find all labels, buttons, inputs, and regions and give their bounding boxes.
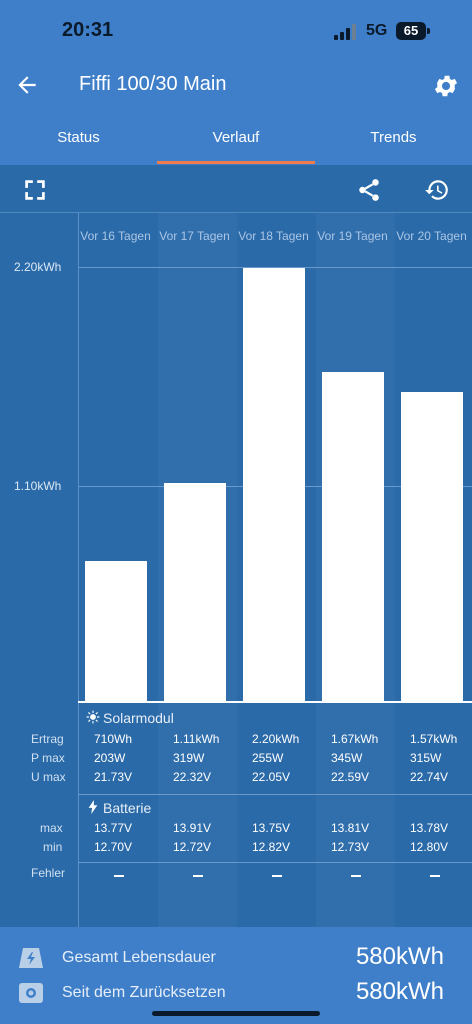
fehler-cell — [272, 875, 282, 877]
sun-icon — [86, 710, 100, 724]
row-label-min: min — [43, 840, 63, 854]
gridline — [78, 267, 472, 268]
chart-bar[interactable] — [322, 372, 384, 701]
tab-verlauf[interactable]: Verlauf — [157, 118, 315, 165]
x-tick-label: Vor 19 Tagen — [317, 229, 388, 243]
tab-trends[interactable]: Trends — [315, 118, 472, 165]
fehler-cell — [351, 875, 361, 877]
status-bar: 20:31 5G 65 — [0, 0, 472, 60]
x-tick-label: Vor 16 Tagen — [80, 229, 151, 243]
tab-status[interactable]: Status — [0, 118, 157, 165]
y-axis — [78, 213, 79, 927]
battery-max-cell: 13.78V — [410, 821, 449, 835]
share-icon[interactable] — [356, 177, 382, 203]
battery-icon: 65 — [396, 22, 430, 40]
umax-cell: 22.32V — [173, 770, 212, 784]
row-label-pmax: P max — [31, 751, 65, 765]
battery-min-cell: 12.70V — [94, 840, 133, 854]
ertrag-cell: 1.57kWh — [410, 732, 458, 746]
chart-bar[interactable] — [243, 268, 305, 701]
battery-max-cell: 13.75V — [252, 821, 291, 835]
chart-bar[interactable] — [85, 561, 147, 701]
signal-icon — [334, 24, 360, 40]
umax-cell: 21.73V — [94, 770, 133, 784]
row-label-umax: U max — [31, 770, 66, 784]
chart-bar[interactable] — [401, 392, 463, 701]
battery-min-cell: 12.72V — [173, 840, 212, 854]
battery-min-cell: 12.82V — [252, 840, 291, 854]
pmax-cell: 319W — [173, 751, 205, 765]
history-chart: Vor 16 Tagen Vor 17 Tagen Vor 18 Tagen V… — [0, 213, 472, 927]
tab-bar: Status Verlauf Trends — [0, 118, 472, 165]
section-divider — [78, 862, 472, 863]
chart-bar[interactable] — [164, 483, 226, 701]
app-header: 20:31 5G 65 Fiffi 100/30 Main Status Ver… — [0, 0, 472, 165]
home-indicator[interactable] — [152, 1011, 320, 1016]
gear-icon[interactable] — [432, 72, 460, 100]
battery-section-title: Batterie — [103, 800, 152, 816]
reset-counter-icon — [19, 983, 43, 1003]
fehler-cell — [114, 875, 124, 877]
row-label-fehler: Fehler — [31, 866, 66, 880]
ertrag-cell: 2.20kWh — [252, 732, 300, 746]
lifetime-label: Gesamt Lebensdauer — [62, 949, 216, 966]
row-label-max: max — [40, 821, 63, 835]
battery-min-cell: 12.73V — [331, 840, 370, 854]
battery-max-cell: 13.91V — [173, 821, 212, 835]
pmax-cell: 315W — [410, 751, 442, 765]
battery-level: 65 — [403, 23, 419, 38]
umax-cell: 22.05V — [252, 770, 291, 784]
status-time: 20:31 — [62, 19, 114, 41]
battery-max-cell: 13.77V — [94, 821, 133, 835]
y-tick-label: 1.10kWh — [14, 479, 62, 493]
solar-section-title: Solarmodul — [103, 710, 174, 726]
totals-footer: Gesamt Lebensdauer 580kWh Seit dem Zurüc… — [0, 927, 472, 1024]
section-divider — [78, 794, 472, 795]
umax-cell: 22.74V — [410, 770, 449, 784]
pmax-cell: 345W — [331, 751, 363, 765]
fehler-cell — [193, 875, 203, 877]
x-tick-label: Vor 17 Tagen — [159, 229, 230, 243]
pmax-cell: 203W — [94, 751, 126, 765]
battery-max-cell: 13.81V — [331, 821, 370, 835]
tab-verlauf-label: Verlauf — [212, 129, 260, 146]
network-type: 5G — [366, 22, 388, 39]
x-axis-baseline — [78, 701, 472, 703]
battery-min-cell: 12.80V — [410, 840, 449, 854]
page-title: Fiffi 100/30 Main — [79, 73, 227, 95]
umax-cell: 22.59V — [331, 770, 370, 784]
active-tab-indicator — [157, 161, 315, 164]
fehler-cell — [430, 875, 440, 877]
ertrag-cell: 710Wh — [94, 732, 133, 746]
ertrag-cell: 1.11kWh — [173, 732, 220, 746]
lightning-icon — [88, 800, 98, 814]
history-icon[interactable] — [424, 177, 450, 203]
row-label-ertrag: Ertrag — [31, 732, 64, 746]
fullscreen-icon[interactable] — [22, 177, 48, 203]
x-tick-label: Vor 20 Tagen — [396, 229, 467, 243]
pmax-cell: 255W — [252, 751, 284, 765]
solar-panel-icon — [19, 948, 43, 968]
chart-toolbar — [0, 165, 472, 213]
lifetime-value: 580kWh — [355, 943, 444, 970]
ertrag-cell: 1.67kWh — [331, 732, 379, 746]
since-reset-value: 580kWh — [355, 978, 444, 1005]
back-arrow-icon[interactable] — [14, 72, 40, 98]
y-tick-label: 2.20kWh — [14, 260, 62, 274]
x-tick-label: Vor 18 Tagen — [238, 229, 309, 243]
tab-status-label: Status — [57, 129, 100, 146]
tab-trends-label: Trends — [370, 129, 417, 146]
since-reset-label: Seit dem Zurücksetzen — [62, 984, 226, 1001]
